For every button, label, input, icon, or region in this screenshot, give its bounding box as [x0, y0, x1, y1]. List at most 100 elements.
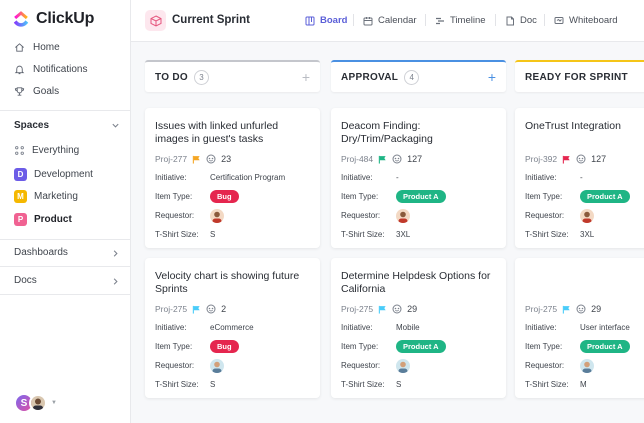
chevron-down-icon[interactable] [111, 121, 120, 130]
tab-calendar[interactable]: Calendar [363, 15, 417, 26]
priority-flag-icon[interactable] [378, 305, 387, 314]
sidebar-item-notifications[interactable]: Notifications [14, 64, 87, 75]
priority-flag-icon[interactable] [192, 305, 201, 314]
column-header[interactable]: TO DO 3 + [145, 60, 320, 92]
whiteboard-icon [554, 16, 564, 24]
field-label: Requestor: [341, 211, 381, 220]
field-label: T-Shirt Size: [525, 230, 569, 239]
requestor-avatar[interactable] [210, 358, 224, 373]
chevron-right-icon[interactable] [111, 277, 120, 286]
priority-flag-icon[interactable] [562, 155, 571, 164]
space-badge: P [14, 213, 27, 226]
app-name: ClickUp [36, 10, 95, 27]
column-title: READY FOR SPRINT [525, 71, 628, 83]
priority-flag-icon[interactable] [192, 155, 201, 164]
initiative-value[interactable]: User interface [580, 323, 630, 332]
sprint-points: 2 [221, 304, 227, 314]
task-title[interactable]: Deacom Finding: Dry/Trim/Packaging [341, 120, 433, 145]
initiative-value[interactable]: eCommerce [210, 323, 254, 332]
field-label: Item Type: [525, 192, 563, 201]
calendar-icon [363, 16, 373, 25]
space-label: Marketing [34, 191, 78, 202]
field-label: Initiative: [341, 323, 373, 332]
requestor-avatar[interactable] [580, 358, 594, 373]
sidebar-item-docs[interactable]: Docs [14, 275, 37, 286]
sprint-points-icon [206, 154, 216, 164]
doc-icon [506, 16, 514, 25]
initiative-value[interactable]: Certification Program [210, 173, 286, 182]
task-title[interactable]: Determine Helpdesk Options for Californi… [341, 270, 491, 295]
tab-label: Timeline [450, 15, 486, 26]
task-id: Proj-275 [341, 304, 374, 314]
task-card[interactable]: Proj-275 29 Initiative: User interface Item … [515, 258, 644, 398]
task-card[interactable]: OneTrust Integration Proj-392 127 Initiativ… [515, 108, 644, 248]
column-count: 4 [404, 69, 420, 85]
item-type-pill[interactable]: Product A [396, 340, 446, 353]
tab-timeline[interactable]: Timeline [435, 15, 486, 26]
requestor-avatar[interactable] [396, 358, 410, 373]
grid-dots-icon [15, 146, 24, 155]
task-card[interactable]: Issues with linked unfurled images in gu… [145, 108, 320, 248]
spaces-heading: Spaces [14, 120, 50, 131]
field-initiative: Initiative: Mobile [341, 322, 496, 333]
task-card[interactable]: Deacom Finding: Dry/Trim/Packaging Proj-4… [331, 108, 506, 248]
task-title[interactable] [525, 270, 644, 296]
item-type-pill[interactable]: Product A [580, 190, 630, 203]
initiative-value[interactable]: Mobile [396, 323, 420, 332]
space-label: Product [34, 214, 72, 225]
tshirt-size-value[interactable]: S [210, 230, 216, 239]
sidebar-divider [0, 266, 131, 267]
initiative-value[interactable]: - [396, 173, 399, 182]
sidebar-item-goals[interactable]: Goals [14, 86, 59, 97]
requestor-avatar[interactable] [210, 208, 224, 223]
column-title: APPROVAL [341, 71, 399, 83]
task-meta: Proj-277 23 [155, 154, 310, 164]
tab-board[interactable]: Board [305, 15, 347, 26]
tab-label: Doc [520, 15, 537, 26]
add-task-button[interactable]: + [301, 69, 310, 85]
field-initiative: Initiative: eCommerce [155, 322, 310, 333]
task-id: Proj-275 [155, 304, 188, 314]
tab-doc[interactable]: Doc [505, 15, 537, 26]
add-task-button[interactable]: + [487, 69, 496, 85]
initiative-value[interactable]: - [580, 173, 583, 182]
item-type-pill[interactable]: Product A [396, 190, 446, 203]
tab-whiteboard[interactable]: Whiteboard [554, 15, 618, 26]
clickup-logo[interactable]: ClickUp [12, 10, 94, 28]
space-badge: M [14, 190, 27, 203]
tshirt-size-value[interactable]: S [396, 380, 402, 389]
task-card[interactable]: Velocity chart is showing future Sprints… [145, 258, 320, 398]
sidebar-item-dashboards[interactable]: Dashboards [14, 247, 68, 258]
field-requestor: Requestor: [341, 208, 496, 223]
user-menu[interactable]: S ▼ [14, 393, 57, 413]
item-type-pill[interactable]: Product A [580, 340, 630, 353]
space-marketing[interactable]: M Marketing [14, 190, 78, 203]
space-product[interactable]: P Product [14, 213, 72, 226]
field-initiative: Initiative: Certification Program [155, 172, 310, 183]
requestor-avatar[interactable] [396, 208, 410, 223]
column-header[interactable]: APPROVAL 4 + [331, 60, 506, 92]
field-label: Requestor: [155, 211, 195, 220]
item-type-pill[interactable]: Bug [210, 340, 239, 353]
chevron-right-icon[interactable] [111, 249, 120, 258]
space-development[interactable]: D Development [14, 168, 93, 181]
tshirt-size-value[interactable]: 3XL [396, 230, 411, 239]
priority-flag-icon[interactable] [378, 155, 387, 164]
column-header[interactable]: READY FOR SPRINT [515, 60, 644, 92]
field-item-type: Item Type: Bug [155, 190, 310, 203]
tshirt-size-value[interactable]: S [210, 380, 216, 389]
tshirt-size-value[interactable]: 3XL [580, 230, 595, 239]
board-column: TO DO 3 + Issues with linked unfurled image… [145, 60, 320, 398]
sidebar-item-label: Notifications [33, 64, 88, 75]
requestor-avatar[interactable] [580, 208, 594, 223]
task-title[interactable]: Issues with linked unfurled images in gu… [155, 120, 279, 145]
task-title[interactable]: Velocity chart is showing future Sprints [155, 270, 300, 295]
priority-flag-icon[interactable] [562, 305, 571, 314]
task-title[interactable]: OneTrust Integration [525, 120, 621, 132]
sidebar-item-home[interactable]: Home [14, 42, 60, 53]
task-card[interactable]: Determine Helpdesk Options for Californi… [331, 258, 506, 398]
space-everything[interactable]: Everything [14, 145, 79, 156]
task-meta: Proj-275 29 [525, 304, 644, 314]
tshirt-size-value[interactable]: M [580, 380, 587, 389]
item-type-pill[interactable]: Bug [210, 190, 239, 203]
